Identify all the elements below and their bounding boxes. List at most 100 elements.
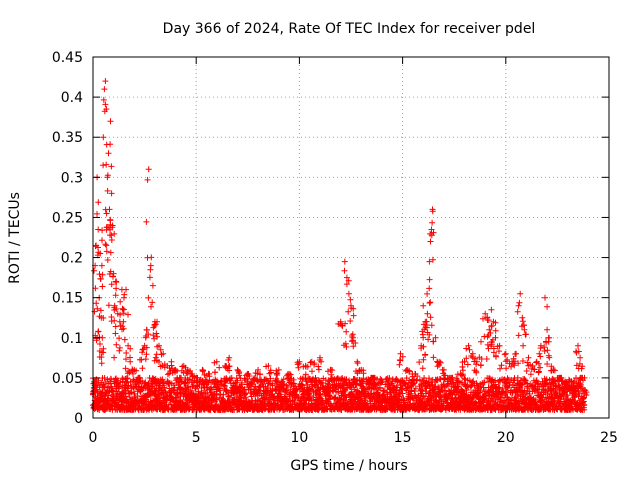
data-point	[142, 379, 149, 386]
data-point	[350, 312, 357, 319]
data-point	[105, 150, 112, 157]
data-point	[501, 351, 508, 358]
data-point	[119, 305, 126, 312]
data-point	[100, 134, 107, 141]
data-point	[103, 248, 110, 255]
data-point	[328, 366, 334, 373]
data-point	[419, 387, 426, 394]
data-point	[112, 330, 119, 337]
data-point	[216, 364, 223, 371]
data-point	[269, 382, 276, 389]
data-point	[427, 299, 434, 306]
y-tick-label: 0.1	[61, 331, 83, 347]
data-point	[220, 391, 227, 398]
data-point	[315, 366, 322, 373]
data-point	[341, 267, 348, 274]
data-point	[469, 379, 476, 386]
x-tick-label: 20	[497, 430, 515, 446]
data-point	[149, 282, 156, 289]
data-point	[431, 388, 438, 395]
data-point	[546, 334, 553, 341]
data-point	[240, 387, 247, 393]
data-point	[112, 323, 119, 330]
data-point	[537, 353, 544, 360]
data-point	[103, 210, 110, 217]
data-point	[439, 366, 446, 373]
data-point	[107, 249, 114, 256]
data-point	[537, 364, 544, 371]
data-point	[497, 365, 503, 372]
data-point	[416, 376, 423, 383]
data-point	[107, 216, 114, 223]
data-point	[116, 344, 123, 351]
grid-layer	[93, 57, 609, 418]
data-point	[544, 303, 551, 310]
data-point	[124, 375, 131, 382]
x-tick-label: 0	[89, 430, 98, 446]
data-point	[161, 384, 168, 391]
data-point	[199, 367, 206, 374]
data-point	[124, 398, 131, 405]
data-point	[424, 310, 431, 317]
chart-title: Day 366 of 2024, Rate Of TEC Index for r…	[163, 21, 536, 37]
data-point	[327, 393, 334, 400]
data-point	[91, 308, 98, 315]
data-point	[111, 354, 118, 361]
data-point	[299, 376, 306, 383]
data-point	[101, 86, 108, 93]
data-point	[267, 375, 274, 382]
data-point	[108, 163, 115, 170]
data-point	[488, 306, 495, 313]
data-point	[360, 375, 367, 382]
data-point	[99, 237, 105, 244]
data-point	[123, 350, 130, 356]
data-point	[345, 308, 352, 315]
data-point	[103, 242, 110, 249]
data-point	[343, 328, 350, 335]
x-tick-label: 25	[600, 430, 618, 446]
data-point	[426, 285, 433, 292]
data-point	[426, 300, 433, 306]
data-point	[492, 327, 499, 334]
data-point	[109, 385, 116, 392]
data-point	[483, 356, 490, 362]
data-point	[110, 273, 116, 280]
data-point	[107, 141, 114, 148]
data-point	[386, 375, 393, 382]
data-point	[147, 266, 154, 273]
x-axis-label: GPS time / hours	[290, 458, 407, 474]
data-point	[455, 378, 462, 385]
data-point	[512, 351, 519, 357]
y-tick-label: 0.2	[61, 251, 83, 267]
plot-frame	[92, 56, 610, 419]
data-point	[498, 362, 505, 369]
data-point	[424, 290, 431, 297]
data-point	[95, 199, 102, 206]
data-point	[422, 351, 429, 358]
data-point	[429, 219, 436, 226]
data-point	[125, 382, 132, 389]
data-point	[470, 378, 477, 385]
data-point	[102, 241, 109, 248]
data-point	[427, 314, 434, 321]
data-point	[120, 310, 127, 317]
data-point	[148, 303, 154, 310]
data-point	[107, 118, 114, 125]
data-point	[502, 350, 509, 357]
data-point	[210, 395, 217, 402]
data-point	[341, 258, 348, 265]
data-point	[102, 78, 109, 85]
data-point	[105, 302, 112, 309]
data-point	[345, 290, 352, 297]
data-point	[536, 350, 543, 357]
data-point	[125, 311, 131, 318]
data-point	[143, 218, 150, 225]
y-tick-label: 0.45	[52, 50, 83, 66]
data-point	[103, 161, 110, 168]
data-point	[116, 347, 123, 354]
y-tick-label: 0	[74, 411, 83, 427]
data-point	[317, 391, 324, 398]
data-point	[120, 306, 127, 313]
data-point	[573, 348, 579, 355]
